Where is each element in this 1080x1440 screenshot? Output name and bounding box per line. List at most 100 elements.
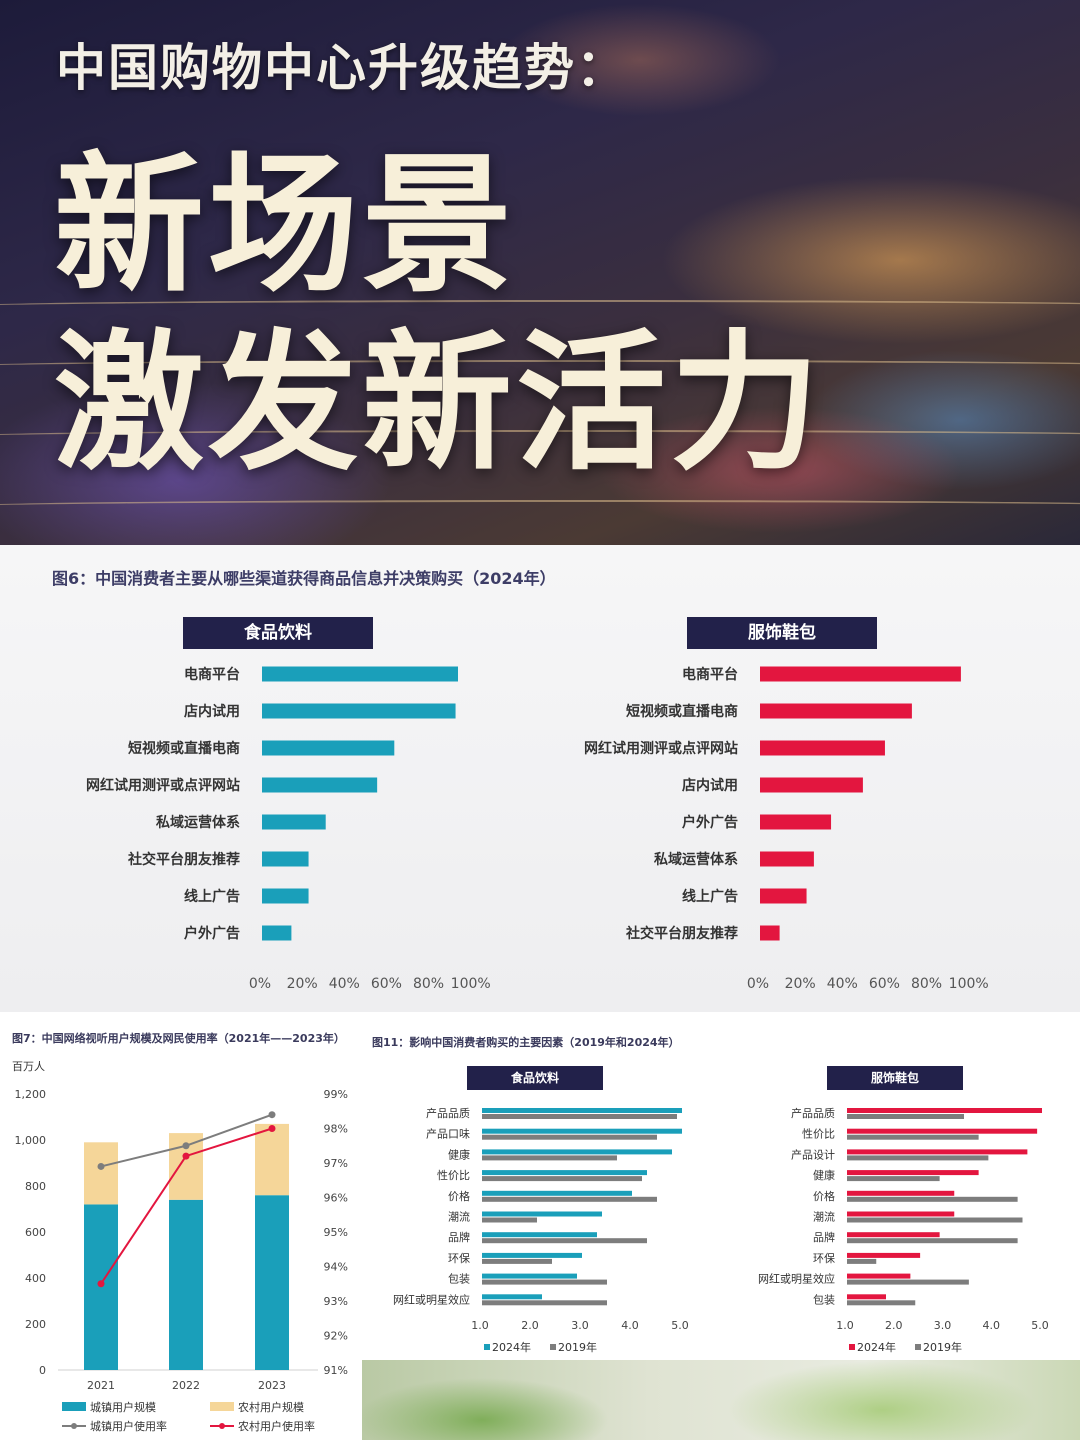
line-point: [182, 1142, 190, 1150]
category-label: 电商平台: [682, 666, 738, 683]
bar-2024: [482, 1128, 682, 1134]
bar: [760, 740, 885, 756]
category-label: 私域运营体系: [156, 814, 240, 831]
figure-11-panel-header-food: 食品饮料: [467, 1066, 603, 1090]
bar-2019: [482, 1114, 677, 1119]
figure-11: 图11：影响中国消费者购买的主要因素（2019年和2024年） 食品饮料 服饰鞋…: [362, 1012, 1080, 1360]
bar-2019: [482, 1217, 537, 1223]
category-label: 性价比: [437, 1168, 470, 1182]
category-label: 短视频或直播电商: [626, 703, 738, 720]
y-right-tick-label: 93%: [324, 1295, 348, 1308]
bar-2019: [847, 1176, 940, 1182]
x-tick-label: 0%: [747, 976, 769, 992]
background-photo-strip: [362, 1360, 1080, 1440]
x-tick-label: 5.0: [1031, 1319, 1049, 1332]
bar-2024: [482, 1149, 672, 1155]
x-tick-label: 1.0: [471, 1319, 489, 1332]
hero-title-line-2: 激发新活力: [54, 317, 825, 491]
bar-2024: [847, 1252, 921, 1258]
bar-2019: [847, 1134, 979, 1140]
bar-2024: [482, 1170, 647, 1176]
y-left-tick-label: 600: [25, 1226, 46, 1239]
category-label: 网红或明星效应: [393, 1292, 470, 1306]
x-tick-label: 2022: [172, 1379, 200, 1392]
category-label: 产品品质: [426, 1106, 470, 1120]
x-tick-label: 1.0: [836, 1319, 854, 1332]
bar-2019: [847, 1258, 877, 1264]
category-label: 网红试用测评或点评网站: [86, 777, 240, 794]
figure-6-chart: 电商平台店内试用短视频或直播电商网红试用测评或点评网站私域运营体系社交平台朋友推…: [86, 666, 989, 992]
figure-6-panel-header-apparel: 服饰鞋包: [687, 617, 877, 649]
category-label: 品牌: [813, 1230, 835, 1244]
category-label: 网红试用测评或点评网站: [584, 740, 738, 757]
x-tick-label: 5.0: [671, 1319, 689, 1332]
bar-2019: [482, 1176, 642, 1182]
legend-label: 农村用户规模: [238, 1400, 304, 1414]
category-label: 健康: [448, 1147, 470, 1161]
legend-label: 城镇用户规模: [90, 1400, 156, 1414]
bar-2019: [482, 1300, 607, 1306]
figure-11-panel-header-apparel: 服饰鞋包: [827, 1066, 963, 1090]
legend-label: 2019年: [558, 1340, 597, 1354]
bar-2019: [482, 1238, 647, 1244]
legend-label: 2024年: [857, 1340, 896, 1354]
bar: [760, 703, 912, 719]
bar: [262, 703, 456, 719]
y-left-tick-label: 1,000: [15, 1134, 47, 1147]
category-label: 产品设计: [791, 1147, 835, 1161]
category-label: 性价比: [802, 1127, 835, 1141]
x-tick-label: 3.0: [934, 1319, 952, 1332]
category-label: 潮流: [813, 1210, 835, 1224]
bar-2024: [482, 1232, 597, 1238]
x-tick-label: 80%: [911, 976, 942, 992]
bar-2019: [847, 1238, 1018, 1244]
hero-banner: 中国购物中心升级趋势： 新场景 激发新活力: [0, 0, 1080, 545]
x-tick-label: 2023: [258, 1379, 286, 1392]
hero-rail-decoration: [0, 300, 1080, 314]
bar-2019: [847, 1217, 1023, 1223]
figure-7-y-unit: 百万人: [12, 1060, 45, 1073]
legend-swatch: [210, 1402, 234, 1411]
x-tick-label: 80%: [413, 976, 444, 992]
x-tick-label: 2021: [87, 1379, 115, 1392]
x-tick-label: 60%: [371, 976, 402, 992]
y-right-tick-label: 95%: [324, 1226, 348, 1239]
line-point: [182, 1152, 190, 1160]
x-tick-label: 100%: [451, 976, 491, 992]
category-label: 价格: [813, 1189, 835, 1203]
stacked-bar-segment: [169, 1199, 203, 1370]
bar-2024: [847, 1190, 955, 1196]
stacked-bar-segment: [255, 1195, 289, 1370]
bar-2024: [482, 1108, 682, 1113]
legend-swatch: [62, 1402, 86, 1411]
bar-2019: [847, 1300, 916, 1306]
bar-2024: [847, 1273, 911, 1279]
legend-label: 2024年: [492, 1340, 531, 1354]
x-tick-label: 20%: [287, 976, 318, 992]
line-point: [97, 1280, 105, 1288]
bar: [262, 925, 292, 941]
y-left-tick-label: 200: [25, 1318, 46, 1331]
x-tick-label: 4.0: [983, 1319, 1001, 1332]
hero-rail-decoration: [0, 430, 1080, 444]
x-tick-label: 2.0: [885, 1319, 903, 1332]
bar-2024: [847, 1108, 1042, 1113]
y-right-tick-label: 92%: [324, 1330, 348, 1343]
bar: [760, 814, 832, 830]
figure-7-title: 图7：中国网络视听用户规模及网民使用率（2021年——2023年）: [12, 1032, 345, 1045]
category-label: 包装: [448, 1273, 470, 1286]
bar-2019: [482, 1196, 657, 1202]
category-label: 潮流: [448, 1210, 470, 1224]
legend-swatch-point: [71, 1423, 77, 1429]
bar: [262, 814, 326, 830]
legend-label: 2019年: [923, 1340, 962, 1354]
bar-2024: [847, 1128, 1038, 1134]
x-tick-label: 0%: [249, 976, 271, 992]
bar-2019: [482, 1258, 552, 1264]
y-right-tick-label: 99%: [324, 1088, 348, 1101]
category-label: 价格: [448, 1189, 470, 1203]
category-label: 线上广告: [682, 888, 738, 905]
y-left-tick-label: 400: [25, 1272, 46, 1285]
category-label: 短视频或直播电商: [128, 740, 240, 757]
